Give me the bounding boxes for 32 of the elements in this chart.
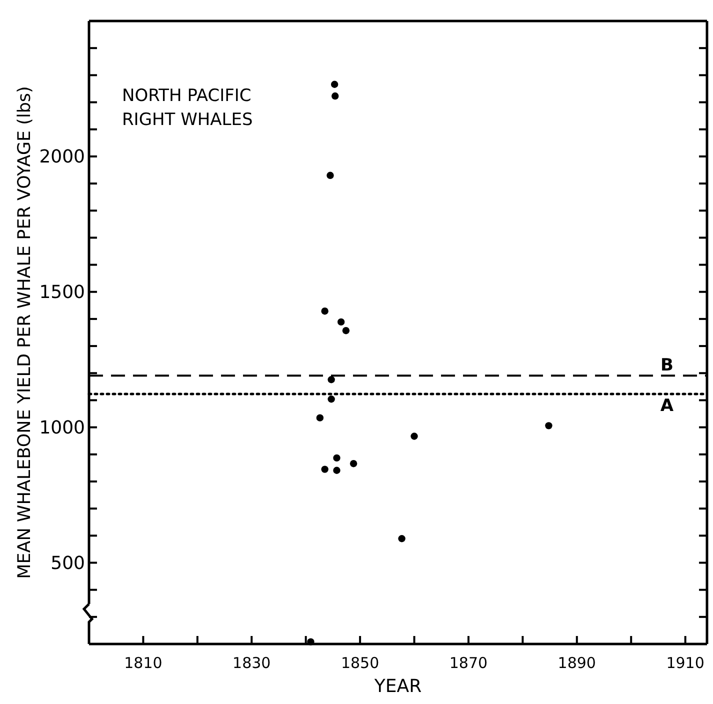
point [328, 376, 335, 384]
x-tick-label: 1890 [558, 654, 596, 672]
y-tick-label: 2000 [39, 146, 85, 168]
x-axis-title: YEAR [373, 676, 422, 697]
point [545, 422, 552, 430]
point [398, 535, 406, 542]
point [321, 308, 328, 315]
point [326, 172, 334, 179]
ref-line-label: B [660, 356, 674, 376]
x-tick-label: 1870 [449, 654, 488, 672]
x-tick-label: 1850 [340, 654, 380, 672]
x-tick-label: 1810 [124, 654, 162, 672]
point [410, 432, 418, 440]
point [337, 318, 345, 326]
y-tick-label: 1500 [39, 282, 85, 304]
point [330, 80, 338, 88]
point [332, 92, 339, 100]
point [333, 466, 340, 474]
x-tick-label: 1830 [232, 654, 271, 672]
point [350, 460, 358, 468]
point [321, 466, 328, 473]
point [328, 396, 335, 403]
ref-line-label: A [660, 396, 674, 416]
y-tick-label: 500 [50, 553, 85, 574]
point [307, 638, 314, 646]
y-axis-title: MEAN WHALEBONE YIELD PER WHALE PER VOYAGE (lbs) [15, 86, 35, 579]
point [333, 454, 340, 462]
point [316, 414, 324, 422]
y-tick-label: 1000 [39, 418, 85, 439]
point [342, 327, 350, 334]
x-tick-label: 1910 [666, 654, 704, 672]
text: NORTH PACIFIC RIGHT WHALES [122, 86, 253, 130]
